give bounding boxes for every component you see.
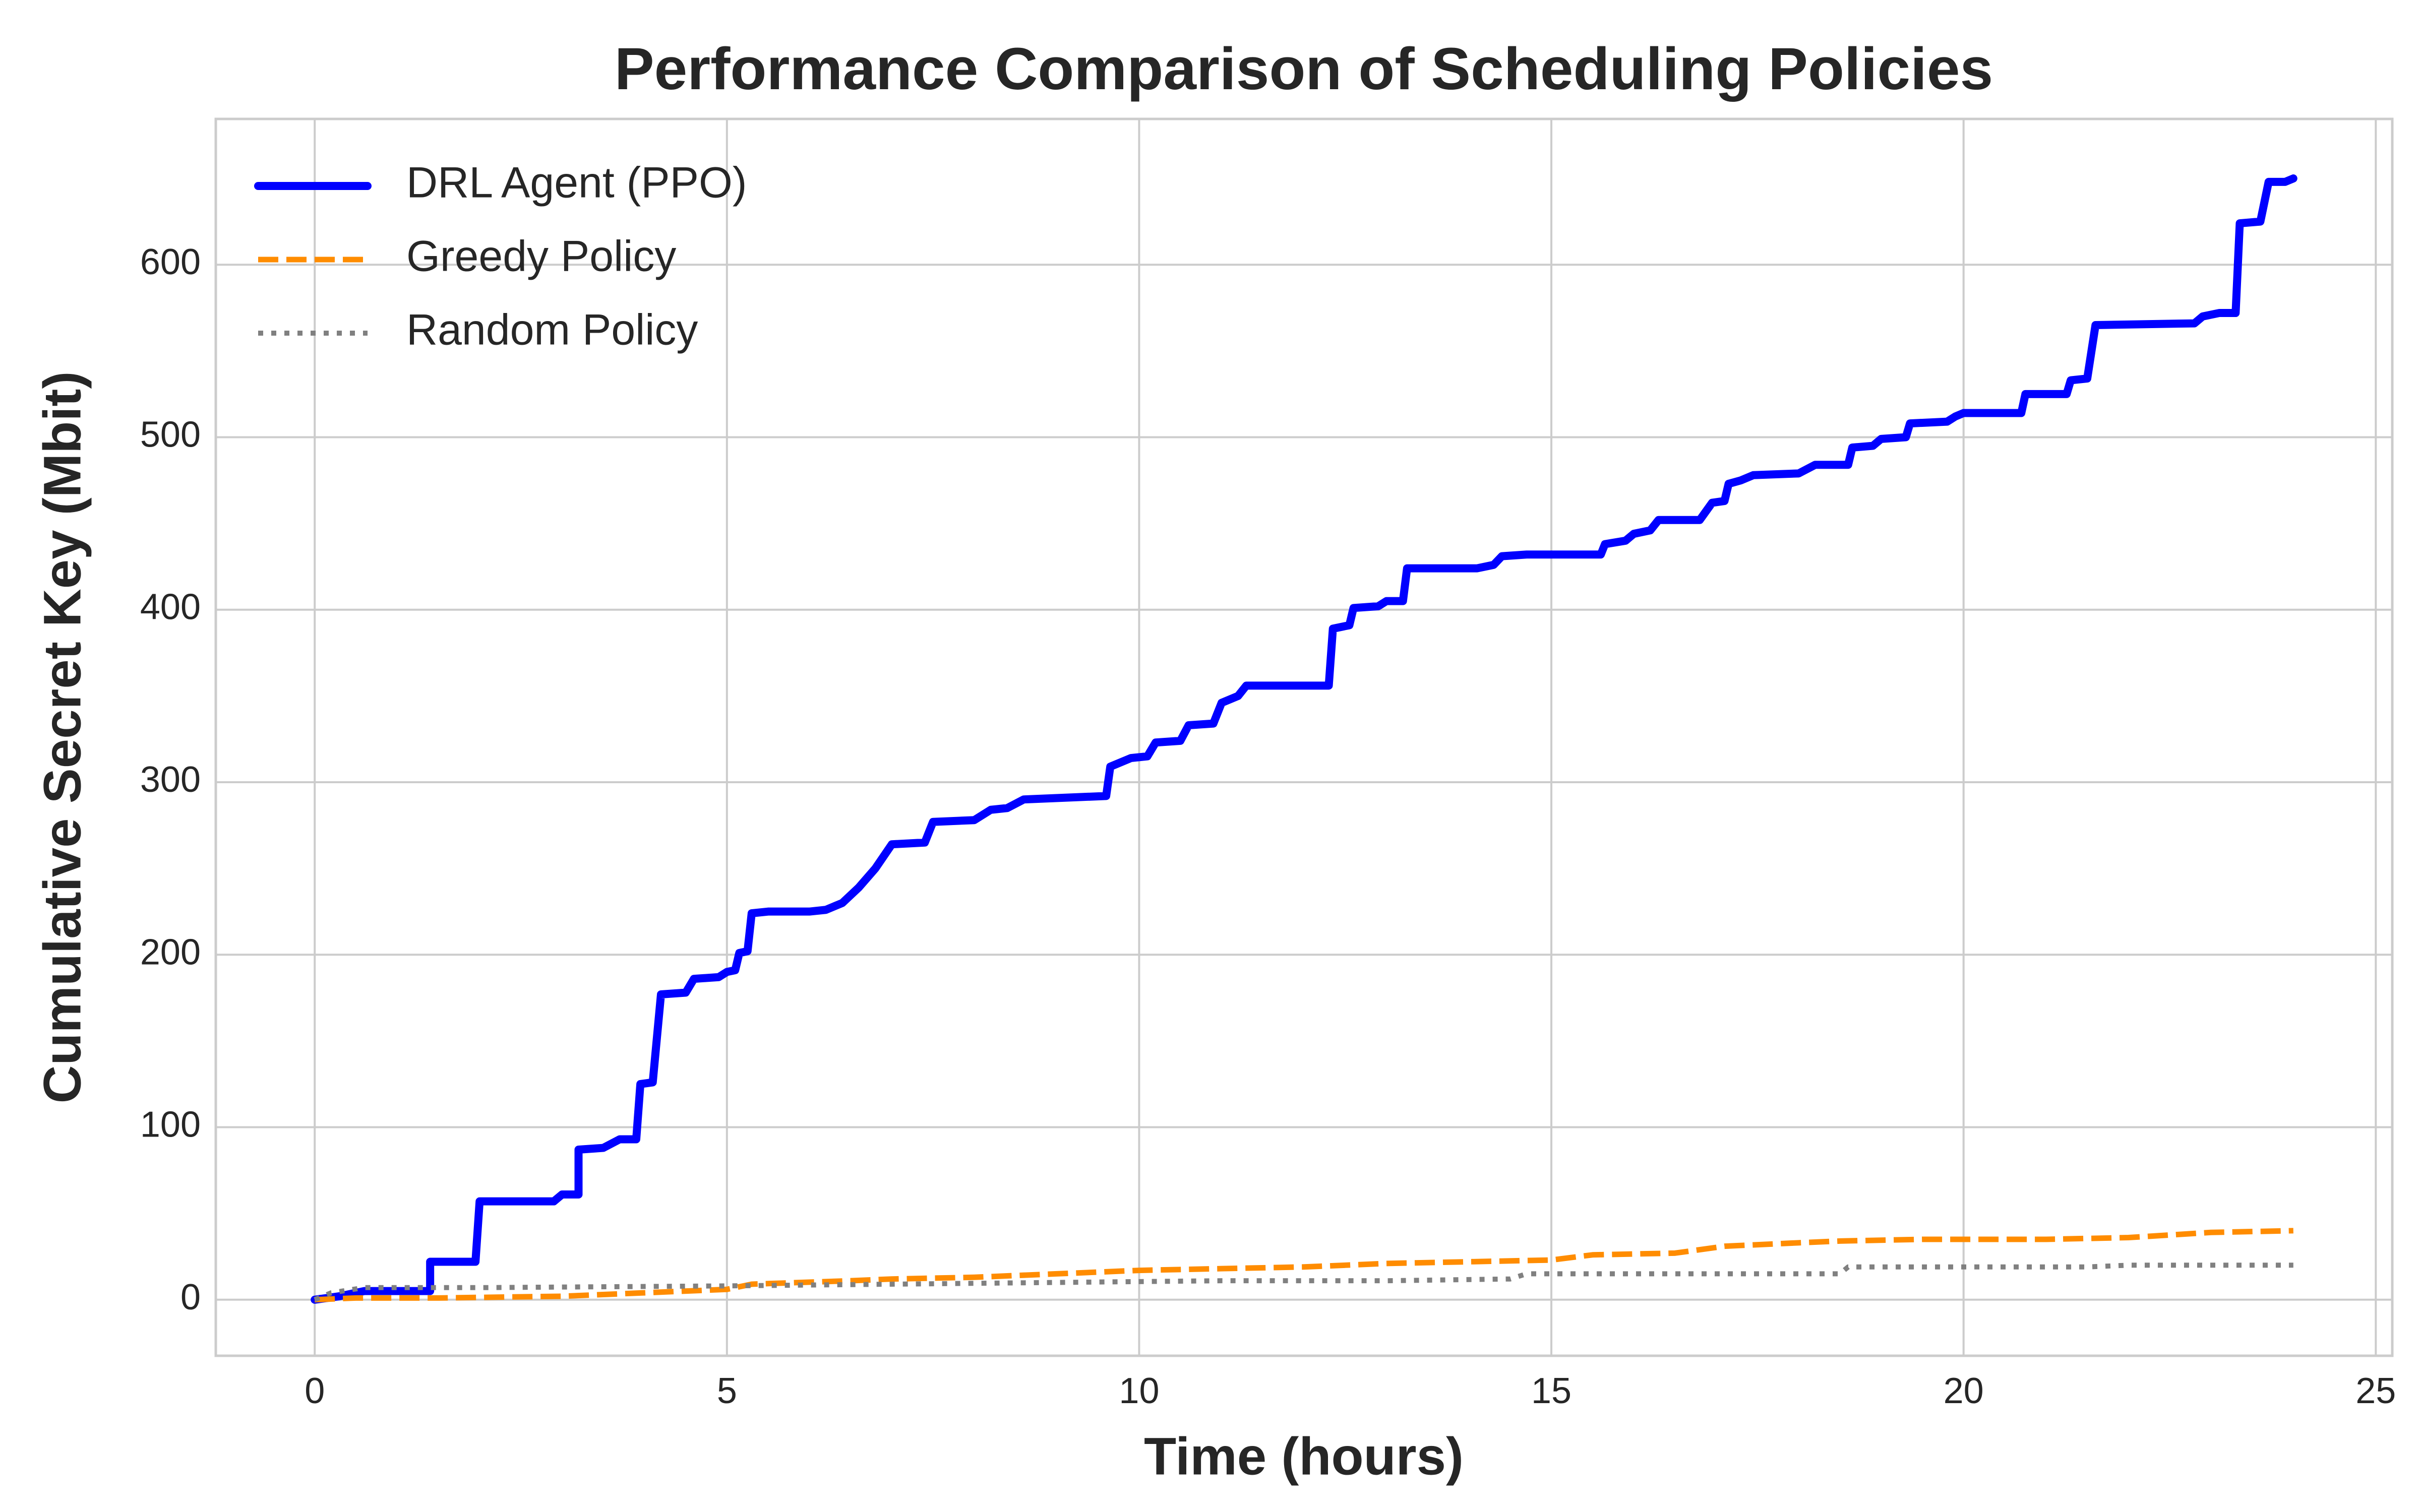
- x-tick-label: 5: [717, 1371, 737, 1411]
- series-line: [314, 1228, 2293, 1303]
- y-tick-label: 500: [140, 414, 201, 455]
- series-line: [314, 1263, 2293, 1302]
- legend-label: DRL Agent (PPO): [406, 159, 747, 207]
- y-tick-label: 300: [140, 760, 201, 800]
- y-tick-label: 200: [140, 932, 201, 972]
- series-line: [311, 174, 2297, 1304]
- y-tick-label: 400: [140, 587, 201, 627]
- x-tick-label: 10: [1119, 1371, 1159, 1411]
- y-tick-label: 100: [140, 1105, 201, 1145]
- legend-label: Random Policy: [406, 306, 698, 354]
- x-tick-label: 25: [2355, 1371, 2396, 1411]
- y-tick-label: 600: [140, 242, 201, 282]
- y-tick-label: 0: [180, 1277, 201, 1317]
- legend-label: Greedy Policy: [406, 232, 676, 281]
- x-tick-label: 15: [1531, 1371, 1571, 1411]
- chart-title: Performance Comparison of Scheduling Pol…: [615, 36, 1993, 102]
- x-tick-label: 0: [305, 1371, 325, 1411]
- x-axis-label: Time (hours): [1144, 1427, 1464, 1486]
- y-axis-label: Cumulative Secret Key (Mbit): [33, 371, 92, 1104]
- plot-frame: [214, 117, 2394, 1357]
- x-tick-label: 20: [1944, 1371, 1984, 1411]
